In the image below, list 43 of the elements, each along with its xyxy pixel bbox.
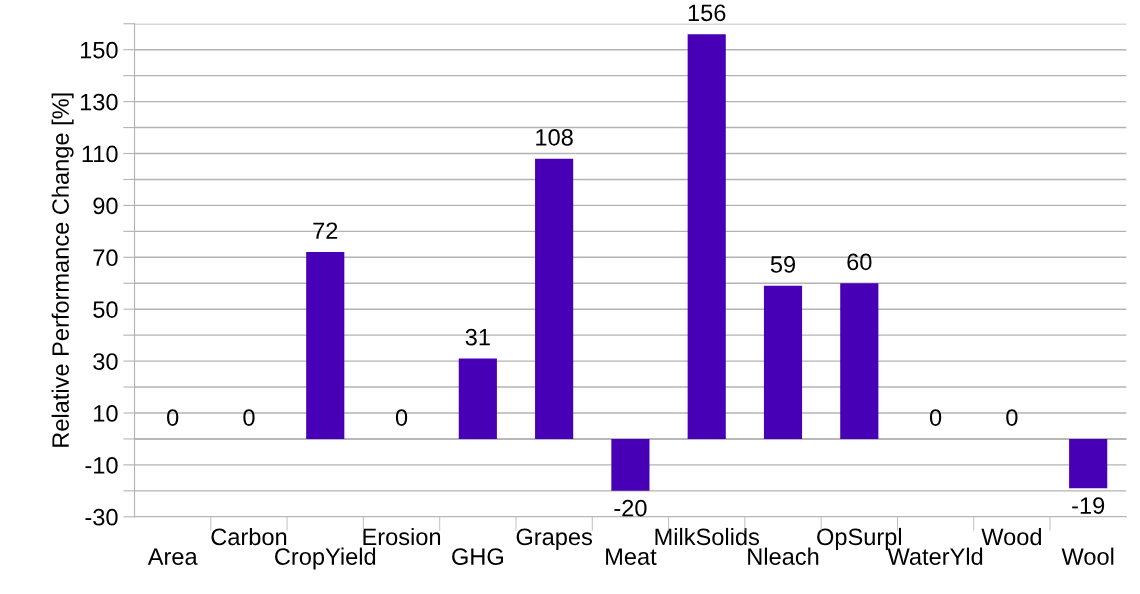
data-label: 0: [395, 409, 408, 426]
data-label: 72: [313, 222, 338, 239]
x-tick-label: Grapes: [516, 528, 592, 550]
bar: [687, 34, 726, 439]
y-tick-label: 130: [80, 93, 118, 111]
data-label: 108: [536, 128, 573, 146]
y-tick-label: 90: [93, 197, 118, 215]
x-tick-label: Wood: [981, 527, 1041, 546]
y-axis-title: Relative Performance Change [%]: [51, 93, 74, 447]
data-label: 31: [465, 328, 490, 346]
y-tick-label: 30: [93, 353, 118, 370]
bar: [458, 358, 497, 439]
y-tick-label: 150: [80, 41, 118, 59]
x-tick-label: Erosion: [363, 527, 441, 546]
y-tick-label: 110: [82, 145, 118, 163]
x-tick-label: Area: [147, 548, 198, 565]
y-tick-label: 50: [93, 301, 118, 318]
y-tick-label: -10: [85, 456, 118, 474]
data-label: 60: [847, 253, 872, 271]
bar: [535, 158, 574, 439]
bar: [1069, 438, 1108, 489]
data-label: 0: [929, 409, 942, 426]
data-label: 156: [688, 4, 726, 22]
bar: [840, 283, 879, 439]
bar: [611, 438, 650, 491]
data-label: -20: [614, 499, 647, 517]
data-label: 0: [167, 409, 179, 426]
x-tick-label: Carbon: [211, 527, 287, 546]
x-tick-label: GHG: [452, 548, 503, 565]
data-label: 0: [1006, 409, 1018, 426]
x-tick-label: Wool: [1061, 547, 1114, 565]
x-tick-label: Nleach: [748, 547, 819, 565]
data-label: 0: [243, 409, 255, 426]
x-tick-label: Meat: [606, 548, 657, 565]
data-label: 59: [770, 256, 796, 273]
bar: [306, 252, 345, 439]
y-tick-label: -30: [85, 508, 118, 526]
y-tick-label: 70: [93, 249, 118, 267]
x-tick-label: CropYield: [275, 547, 376, 570]
data-label: -19: [1072, 497, 1105, 514]
bar: [763, 285, 803, 439]
y-tick-label: 10: [94, 405, 118, 422]
x-tick-label: MilkSolids: [655, 527, 759, 546]
